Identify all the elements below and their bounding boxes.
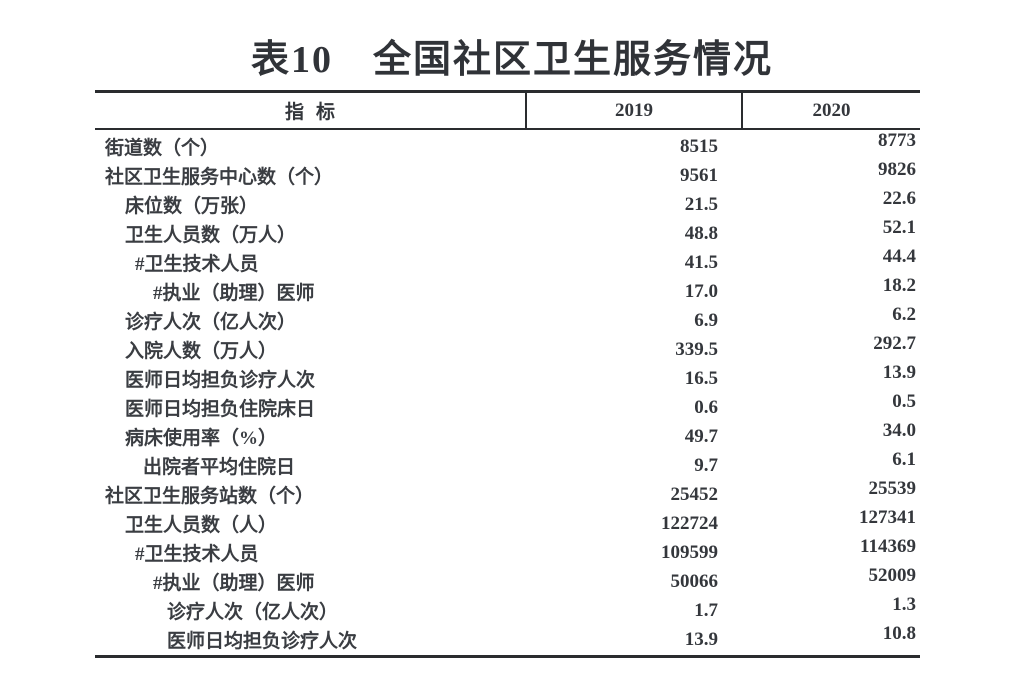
table-row: 医师日均担负诊疗人次 13.9 10.8 (95, 622, 920, 654)
table-header-row: 指标 2019 2020 (95, 90, 920, 130)
table-row: 卫生人员数（人） 122724 127341 (95, 506, 920, 538)
column-header-2020: 2020 (812, 99, 851, 121)
value-2019: 17.0 (684, 280, 718, 302)
row-indicator-label: 诊疗人次（亿人次） (125, 312, 297, 333)
row-indicator-label: 医师日均担负住院床日 (125, 399, 316, 420)
value-2020: 8773 (878, 129, 916, 151)
value-2019: 50066 (670, 570, 719, 592)
table-row: 街道数（个） 8515 8773 (95, 129, 920, 161)
value-2020: 44.4 (882, 245, 916, 267)
value-2019: 41.5 (684, 251, 718, 273)
value-2020: 13.9 (882, 361, 916, 383)
table-row: #卫生技术人员 41.5 44.4 (95, 245, 920, 277)
value-2020: 22.6 (882, 187, 916, 209)
value-2020: 292.7 (873, 332, 916, 354)
table-row: 病床使用率（%） 49.7 34.0 (95, 419, 920, 451)
table-row: 入院人数（万人） 339.5 292.7 (95, 332, 920, 364)
value-2019: 16.5 (684, 367, 718, 389)
row-indicator-label: #执业（助理）医师 (153, 573, 315, 594)
table-row: #卫生技术人员 109599 114369 (95, 535, 920, 567)
row-indicator-label: 社区卫生服务站数（个） (105, 486, 315, 507)
value-2020: 6.1 (892, 448, 916, 470)
value-2019: 49.7 (684, 425, 718, 447)
value-2020: 1.3 (892, 593, 916, 615)
value-2019: 339.5 (675, 338, 718, 360)
row-indicator-label: 诊疗人次（亿人次） (167, 602, 339, 623)
row-indicator-label: #执业（助理）医师 (153, 283, 315, 304)
table-title: 表10 全国社区卫生服务情况 (250, 39, 773, 81)
value-2019: 9.7 (694, 454, 718, 476)
table-body: 街道数（个） 8515 8773 社区卫生服务中心数（个） 9561 9826 床位数（万张… (95, 130, 920, 658)
row-indicator-label: 病床使用率（%） (125, 428, 278, 449)
column-header-2019: 2019 (525, 93, 743, 128)
row-indicator-label: 出院者平均住院日 (143, 457, 296, 478)
row-indicator-label: 床位数（万张） (125, 196, 259, 217)
table-row: #执业（助理）医师 17.0 18.2 (95, 274, 920, 306)
value-2019: 9561 (680, 164, 718, 186)
table-row: 出院者平均住院日 9.7 6.1 (95, 448, 920, 480)
value-2020: 0.5 (892, 390, 916, 412)
row-indicator-label: 医师日均担负诊疗人次 (125, 370, 316, 391)
value-2019: 21.5 (684, 193, 718, 215)
row-indicator-label: #卫生技术人员 (135, 254, 259, 275)
table-row: 社区卫生服务中心数（个） 9561 9826 (95, 158, 920, 190)
table-row: 医师日均担负住院床日 0.6 0.5 (95, 390, 920, 422)
value-2019: 109599 (661, 541, 718, 563)
value-2020: 6.2 (892, 303, 916, 325)
value-2020: 127341 (859, 506, 916, 528)
row-indicator-label: #卫生技术人员 (135, 544, 259, 565)
value-2020: 34.0 (882, 419, 916, 441)
table-row: 社区卫生服务站数（个） 25452 25539 (95, 477, 920, 509)
column-header-indicator: 指标 (284, 102, 347, 123)
row-indicator-label: 卫生人员数（人） (125, 515, 278, 536)
table-row: 床位数（万张） 21.5 22.6 (95, 187, 920, 219)
value-2019: 13.9 (684, 628, 718, 650)
row-indicator-label: 卫生人员数（万人） (125, 225, 297, 246)
value-2019: 8515 (680, 135, 718, 157)
table-row: #执业（助理）医师 50066 52009 (95, 564, 920, 596)
table-row: 医师日均担负诊疗人次 16.5 13.9 (95, 361, 920, 393)
row-indicator-label: 街道数（个） (105, 138, 220, 159)
row-indicator-label: 医师日均担负诊疗人次 (167, 631, 358, 652)
statistics-table: 指标 2019 2020 街道数（个） 8515 8773 社区卫生服务中心数（个） 9… (95, 90, 920, 658)
value-2019: 6.9 (694, 309, 718, 331)
value-2019: 1.7 (694, 599, 718, 621)
row-indicator-label: 入院人数（万人） (125, 341, 278, 362)
table-row: 诊疗人次（亿人次） 1.7 1.3 (95, 593, 920, 625)
row-indicator-label: 社区卫生服务中心数（个） (105, 167, 334, 188)
value-2020: 10.8 (882, 622, 916, 644)
value-2019: 122724 (661, 512, 718, 534)
table-row: 诊疗人次（亿人次） 6.9 6.2 (95, 303, 920, 335)
value-2020: 25539 (868, 477, 917, 499)
value-2019: 48.8 (684, 222, 718, 244)
value-2020: 52.1 (882, 216, 916, 238)
value-2020: 52009 (868, 564, 917, 586)
table-row: 卫生人员数（万人） 48.8 52.1 (95, 216, 920, 248)
value-2020: 114369 (860, 535, 916, 557)
value-2019: 0.6 (694, 396, 718, 418)
value-2019: 25452 (670, 483, 719, 505)
value-2020: 18.2 (882, 274, 916, 296)
value-2020: 9826 (878, 158, 916, 180)
